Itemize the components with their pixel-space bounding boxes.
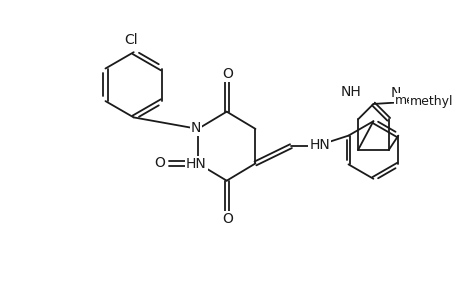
Text: Cl: Cl <box>124 33 137 47</box>
Text: O: O <box>222 67 233 81</box>
Text: HN: HN <box>308 138 330 152</box>
Text: HN: HN <box>185 158 206 171</box>
Text: methyl: methyl <box>394 94 437 106</box>
Text: NH: NH <box>340 85 361 100</box>
Text: methyl: methyl <box>409 94 453 108</box>
Text: O: O <box>222 212 233 226</box>
Text: O: O <box>154 156 165 170</box>
Text: N: N <box>190 121 201 135</box>
Text: N: N <box>389 86 400 100</box>
